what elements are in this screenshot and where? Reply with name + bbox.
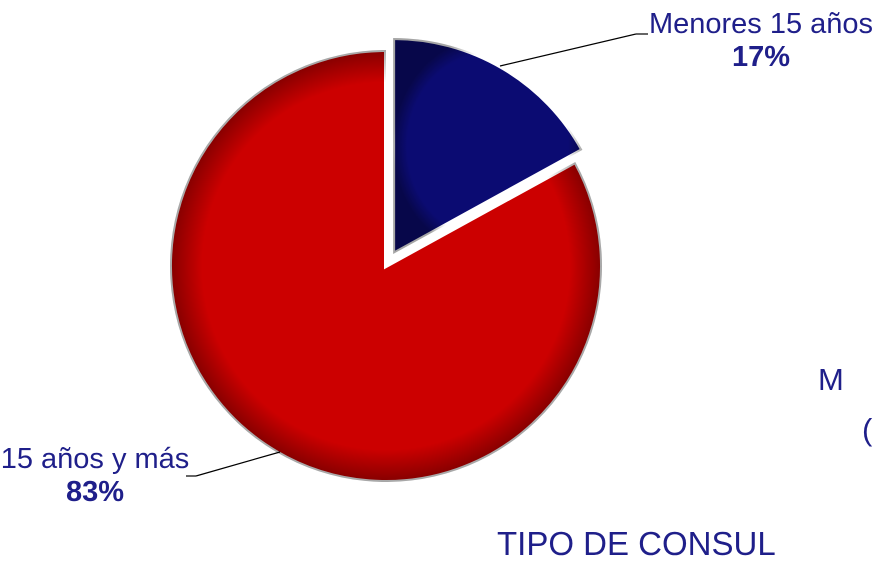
slice-label: 15 años y más 83% (0, 443, 190, 509)
leader-line (195, 451, 281, 477)
slice-shade (169, 50, 602, 482)
annotation: ( (862, 412, 873, 447)
annotation: M (818, 362, 844, 397)
leader-line (499, 33, 637, 67)
value-label: 83% (65, 476, 125, 508)
category-label: 15 años y más (0, 443, 190, 475)
category-label: Menores 15 años (648, 8, 874, 40)
slice-shade (393, 37, 583, 254)
annotation: TIPO DE CONSUL (497, 525, 776, 562)
value-label: 17% (731, 41, 791, 73)
slice-label: Menores 15 años 17% (645, 8, 877, 74)
